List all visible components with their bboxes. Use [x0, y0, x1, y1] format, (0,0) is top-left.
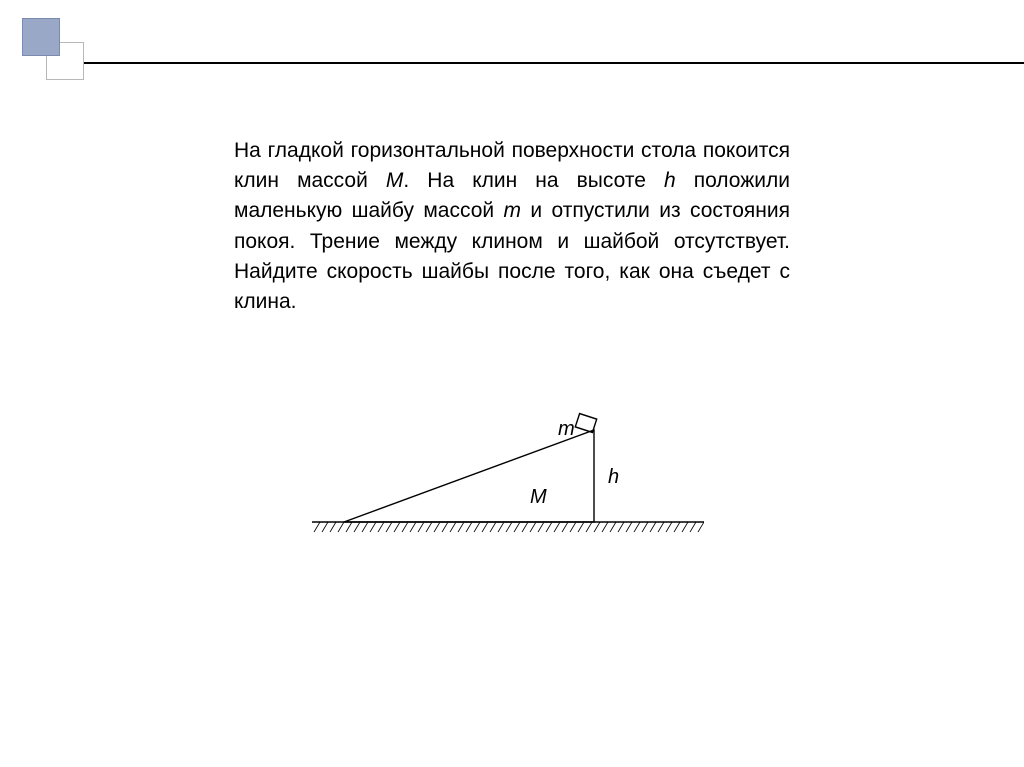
label-h: h — [608, 466, 619, 489]
label-m: m — [558, 418, 575, 441]
physics-figure: m М h — [312, 394, 704, 554]
problem-text: На гладкой горизонтальной поверхности ст… — [234, 136, 790, 317]
label-big-m: М — [530, 486, 547, 509]
figure-svg — [312, 394, 704, 554]
top-rule — [84, 62, 1024, 64]
corner-square-filled — [22, 18, 60, 56]
